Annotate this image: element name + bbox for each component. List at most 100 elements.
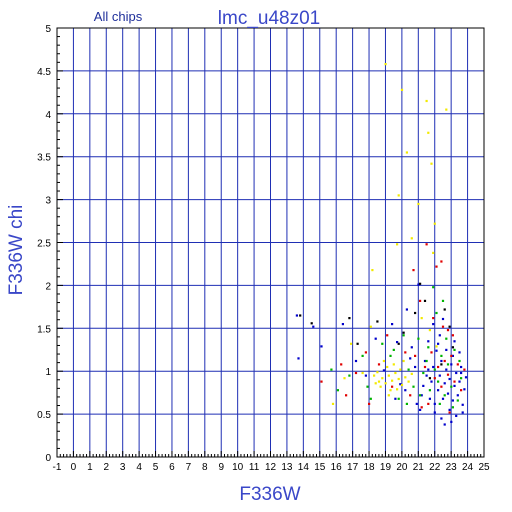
data-point [422, 384, 425, 387]
data-point [428, 397, 431, 400]
data-point [345, 394, 348, 397]
data-point [425, 359, 428, 363]
data-point [440, 354, 443, 357]
data-point [394, 371, 397, 375]
data-point [450, 420, 453, 423]
y-tick-label: 0.5 [37, 410, 51, 421]
data-point [373, 374, 376, 377]
data-point [391, 385, 394, 388]
data-point [397, 377, 400, 381]
x-tick-label: 16 [331, 462, 343, 473]
data-point [450, 385, 453, 388]
data-point [453, 380, 456, 383]
x-tick-label: 23 [446, 462, 458, 473]
data-point [435, 311, 438, 315]
data-point [419, 408, 422, 411]
y-tick-label: 4.5 [37, 67, 51, 78]
data-point [460, 371, 463, 375]
data-point [341, 323, 344, 326]
data-point [458, 359, 461, 363]
data-point [427, 368, 430, 371]
data-point [443, 394, 446, 397]
data-point [371, 269, 374, 272]
data-point [384, 63, 387, 66]
data-point [350, 342, 353, 345]
y-tick-label: 1.5 [37, 324, 51, 335]
data-point [451, 354, 454, 357]
data-point [343, 377, 346, 380]
data-point [361, 371, 364, 375]
data-point [446, 392, 450, 395]
data-point [440, 363, 443, 366]
data-point [299, 314, 302, 317]
data-point [430, 162, 433, 165]
data-point [446, 373, 450, 376]
data-point [443, 359, 446, 363]
x-tick-label: 15 [314, 462, 326, 473]
data-point [387, 394, 390, 397]
x-tick-label: 0 [71, 462, 77, 473]
x-axis-label: F336W [239, 484, 300, 505]
data-point [414, 365, 417, 369]
data-point [417, 337, 420, 340]
data-point [392, 348, 395, 351]
data-point [312, 325, 315, 328]
x-tick-label: 14 [298, 462, 310, 473]
data-point [414, 354, 417, 357]
data-point [440, 417, 443, 420]
data-point [396, 243, 399, 246]
data-point [440, 359, 443, 363]
data-point [433, 411, 436, 414]
data-point [456, 394, 459, 397]
x-tick-label: 8 [202, 462, 208, 473]
data-point [320, 380, 323, 383]
x-tick-label: 25 [478, 462, 490, 473]
data-point [404, 376, 407, 379]
data-point [382, 359, 385, 363]
data-point [430, 351, 433, 354]
data-point [460, 365, 463, 369]
data-point [420, 394, 423, 397]
x-tick-label: 2 [103, 462, 109, 473]
data-point [399, 368, 402, 371]
chart-subtitle: All chips [94, 9, 143, 24]
x-tick-label: -1 [53, 462, 62, 473]
data-point [392, 363, 395, 366]
data-point [297, 357, 300, 360]
data-point [451, 399, 454, 402]
y-tick-label: 3 [45, 196, 51, 207]
data-point [420, 406, 423, 409]
data-point [369, 397, 372, 400]
data-point [433, 402, 436, 405]
data-point [389, 389, 392, 392]
data-point [420, 317, 423, 320]
data-point [399, 383, 402, 386]
data-point [453, 384, 456, 387]
data-point [348, 317, 351, 320]
data-point [427, 131, 430, 134]
data-point [330, 368, 333, 371]
data-point [448, 325, 451, 328]
data-point [310, 322, 313, 325]
data-point [391, 323, 394, 326]
data-point [336, 389, 339, 392]
data-point [438, 402, 441, 405]
data-point [384, 382, 387, 385]
data-point [402, 334, 405, 337]
data-point [381, 377, 384, 380]
data-point [422, 371, 425, 375]
data-point [432, 317, 435, 320]
x-tick-label: 18 [363, 462, 375, 473]
data-point [427, 402, 430, 405]
data-point [437, 389, 440, 392]
y-tick-label: 5 [45, 24, 51, 35]
x-tick-label: 13 [281, 462, 293, 473]
data-point [456, 399, 459, 402]
x-tick-label: 10 [232, 462, 244, 473]
y-tick-label: 2 [45, 281, 51, 292]
data-point [410, 372, 413, 375]
data-point [435, 345, 438, 348]
data-point [356, 342, 359, 345]
data-point [397, 342, 400, 345]
